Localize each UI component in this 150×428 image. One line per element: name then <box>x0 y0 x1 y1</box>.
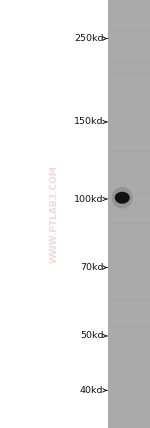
Ellipse shape <box>112 187 133 208</box>
Bar <box>108 265 150 267</box>
Bar <box>108 241 150 243</box>
Bar <box>108 151 150 152</box>
Text: 70kd: 70kd <box>80 263 103 272</box>
Bar <box>108 29 150 30</box>
Text: 40kd: 40kd <box>80 386 103 395</box>
Bar <box>108 386 150 388</box>
Bar <box>108 355 150 356</box>
Bar <box>108 192 150 193</box>
Bar <box>108 62 150 64</box>
Bar <box>108 202 150 203</box>
Bar <box>108 250 150 252</box>
Bar <box>108 339 150 341</box>
Bar <box>108 318 150 320</box>
Bar <box>108 223 150 224</box>
Text: WWW.PTLAB3.COM: WWW.PTLAB3.COM <box>50 165 58 263</box>
Bar <box>108 227 150 229</box>
Bar <box>108 81 150 82</box>
Bar <box>108 326 150 327</box>
Bar <box>108 302 150 303</box>
Bar <box>108 74 150 75</box>
Bar <box>108 0 150 428</box>
Bar <box>108 84 150 85</box>
Bar <box>108 139 150 140</box>
Bar <box>108 10 150 11</box>
Bar <box>108 97 150 98</box>
Text: 150kd: 150kd <box>74 117 104 127</box>
Bar <box>108 336 150 337</box>
Ellipse shape <box>115 192 130 204</box>
Bar <box>108 72 150 74</box>
Bar <box>108 299 150 300</box>
Bar <box>108 42 150 43</box>
Text: 250kd: 250kd <box>74 34 104 43</box>
Bar <box>108 195 150 196</box>
Text: 50kd: 50kd <box>80 331 103 341</box>
Bar <box>108 3 150 4</box>
Bar <box>108 25 150 26</box>
Text: 100kd: 100kd <box>74 194 104 204</box>
Bar <box>108 365 150 366</box>
